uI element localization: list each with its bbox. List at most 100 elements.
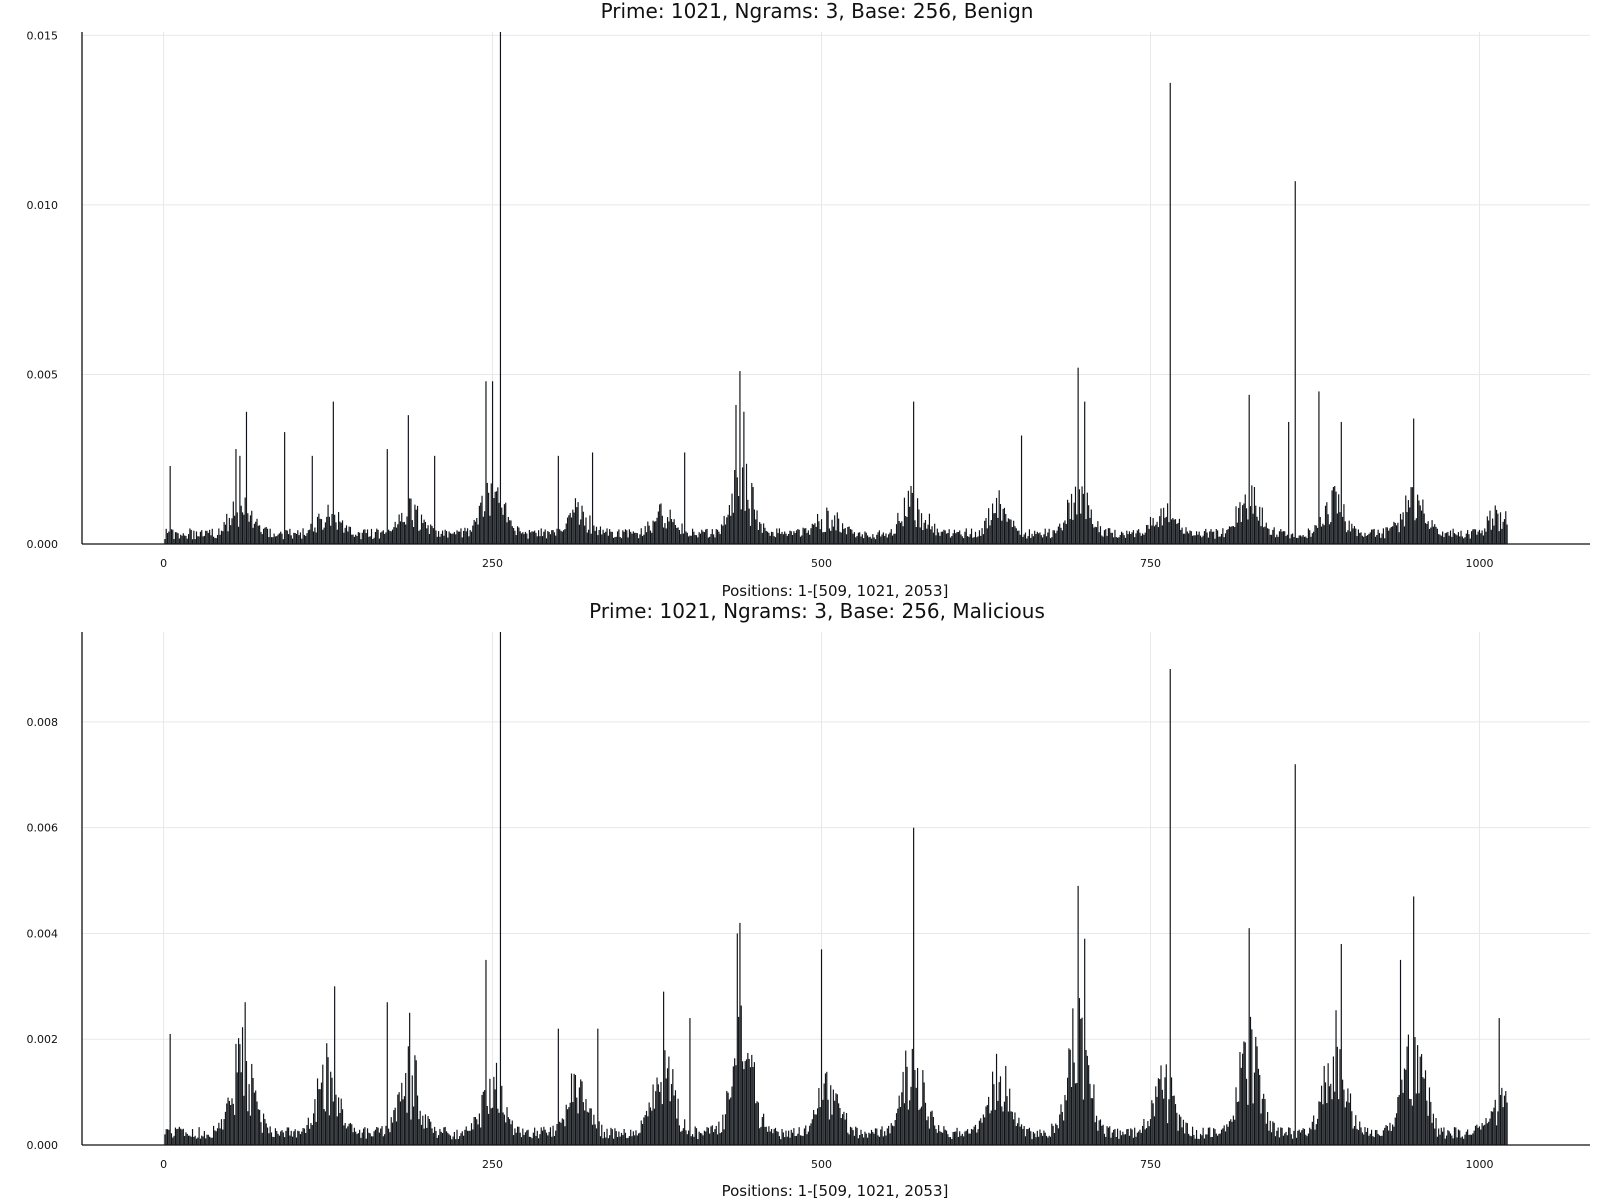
malicious-bar — [1120, 1135, 1123, 1145]
malicious-bar — [1332, 1056, 1334, 1145]
benign-bar — [1027, 536, 1029, 544]
benign-bar — [384, 533, 386, 544]
malicious-bar — [219, 1128, 221, 1145]
benign-bar — [635, 532, 637, 544]
benign-bar — [709, 536, 711, 544]
benign-bar — [307, 530, 309, 544]
malicious-bar — [939, 1131, 941, 1145]
benign-bar — [168, 531, 170, 544]
malicious-bar — [757, 1102, 759, 1145]
malicious-bar — [1272, 1121, 1274, 1145]
malicious-bar — [985, 1106, 987, 1145]
benign-bar — [740, 509, 742, 544]
malicious-bar — [276, 1131, 278, 1145]
benign-bar — [399, 521, 402, 544]
malicious-bar — [1181, 1127, 1183, 1145]
benign-bar — [257, 525, 259, 544]
malicious-bar — [1015, 1125, 1017, 1145]
malicious-bar — [880, 1129, 882, 1145]
benign-bar — [609, 529, 611, 544]
malicious-bar — [1156, 1096, 1158, 1145]
benign-bar — [601, 534, 603, 544]
malicious-bar — [445, 1131, 448, 1145]
benign-bar — [1153, 526, 1156, 544]
malicious-bar — [1469, 1134, 1471, 1145]
malicious-bar — [261, 1132, 263, 1145]
benign-bar — [1485, 531, 1487, 544]
malicious-bar — [673, 1095, 675, 1145]
malicious-bar — [463, 1135, 465, 1145]
benign-bar — [1388, 530, 1390, 544]
benign-bar — [248, 521, 250, 544]
benign-bar — [493, 498, 495, 544]
benign-bar — [1381, 533, 1383, 544]
benign-chart-title: Prime: 1021, Ngrams: 3, Base: 256, Benig… — [601, 0, 1034, 23]
benign-bar — [722, 525, 724, 544]
benign-bar — [1376, 534, 1378, 544]
benign-bar — [623, 531, 625, 544]
benign-bar — [393, 527, 395, 544]
benign-bar — [1135, 533, 1137, 544]
malicious-bar — [1357, 1130, 1359, 1145]
malicious-bar — [1222, 1128, 1224, 1145]
benign-bar — [710, 534, 712, 544]
malicious-bar — [777, 1131, 779, 1145]
malicious-bar — [745, 1059, 748, 1145]
benign-bar — [205, 530, 207, 544]
malicious-bar — [1018, 1117, 1020, 1145]
benign-bar — [1207, 537, 1209, 544]
benign-bar — [831, 519, 833, 544]
benign-bar — [705, 529, 707, 544]
malicious-bar — [1477, 1127, 1479, 1145]
benign-bar — [1374, 536, 1377, 544]
malicious-bar — [1211, 1136, 1213, 1145]
malicious-bar — [668, 1056, 670, 1145]
malicious-bar — [176, 1129, 178, 1145]
benign-bar — [320, 519, 323, 544]
malicious-bar — [385, 1125, 387, 1145]
malicious-bar — [938, 1125, 940, 1145]
malicious-bar — [1060, 1104, 1062, 1145]
benign-bar — [1457, 532, 1459, 544]
malicious-bar — [723, 1129, 725, 1145]
malicious-bar — [182, 1128, 184, 1145]
malicious-bar — [838, 1103, 840, 1145]
malicious-bar — [474, 1117, 477, 1145]
malicious-bar — [1097, 1130, 1099, 1145]
benign-bar — [747, 499, 749, 544]
malicious-bar — [1470, 1134, 1473, 1145]
malicious-bar — [1270, 1132, 1273, 1145]
malicious-bar — [1428, 1087, 1431, 1145]
malicious-bar — [1009, 1088, 1011, 1145]
malicious-bar — [395, 1121, 398, 1145]
malicious-bar — [1144, 1129, 1146, 1145]
malicious-bar — [1394, 1117, 1396, 1145]
malicious-bar — [1338, 1099, 1340, 1145]
malicious-x-tick-label: 250 — [482, 1158, 503, 1171]
malicious-bar — [857, 1138, 859, 1145]
benign-bar — [284, 432, 286, 544]
benign-bar — [1060, 527, 1062, 544]
malicious-bar — [928, 1128, 931, 1145]
benign-bar — [541, 536, 544, 544]
malicious-bar — [1082, 1099, 1084, 1145]
malicious-bar — [1227, 1126, 1229, 1145]
malicious-bar — [860, 1129, 862, 1145]
malicious-bar — [1081, 1017, 1083, 1145]
malicious-bar — [1163, 1098, 1165, 1145]
benign-bar — [166, 533, 169, 544]
malicious-bar — [1373, 1137, 1375, 1145]
malicious-bar — [1422, 1077, 1424, 1145]
benign-bar — [1472, 529, 1474, 544]
benign-bar — [989, 525, 991, 544]
benign-bar — [1126, 530, 1128, 544]
benign-bar — [961, 536, 963, 544]
malicious-bar — [501, 1085, 503, 1145]
benign-bar — [1226, 529, 1228, 544]
benign-bar — [863, 538, 865, 544]
malicious-bar — [1301, 1130, 1303, 1145]
malicious-bar — [186, 1133, 188, 1145]
malicious-bar — [1435, 1118, 1437, 1145]
malicious-bar — [770, 1128, 773, 1145]
malicious-bar — [376, 1127, 378, 1145]
